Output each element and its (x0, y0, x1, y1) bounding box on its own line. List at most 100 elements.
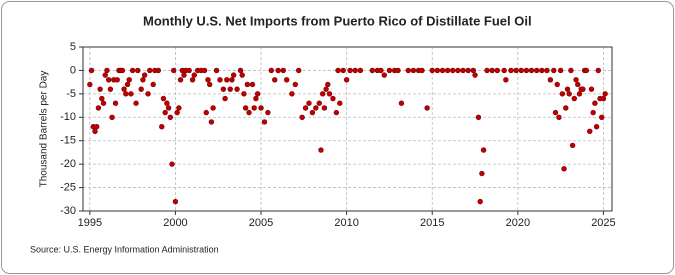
point (309, 109, 316, 116)
point (133, 100, 139, 106)
point (97, 86, 103, 92)
point (588, 86, 595, 92)
point (251, 105, 257, 111)
point (501, 67, 507, 74)
point (174, 109, 180, 116)
point (405, 67, 411, 74)
point (272, 77, 278, 83)
point (100, 100, 107, 106)
y-tick-label: -10 (60, 111, 76, 123)
point (205, 77, 211, 83)
point (559, 91, 566, 97)
point (533, 67, 540, 74)
point (145, 91, 151, 97)
point (171, 67, 177, 74)
y-tick-label: 0 (70, 64, 76, 76)
point (347, 67, 353, 74)
point (455, 67, 461, 74)
y-tick-label: -30 (60, 205, 76, 217)
point (340, 67, 346, 74)
point (203, 109, 209, 116)
y-tick-label: -20 (60, 158, 76, 170)
point (123, 91, 129, 97)
point (302, 105, 309, 111)
point (587, 128, 593, 135)
point (261, 119, 268, 125)
x-tick-label: 2005 (249, 217, 273, 229)
point (434, 67, 441, 74)
point (121, 86, 127, 92)
point (330, 95, 336, 102)
y-tick-label: -5 (66, 88, 76, 100)
y-tick-label: 5 (70, 41, 76, 53)
point (568, 67, 574, 74)
point (508, 67, 514, 74)
point (128, 91, 134, 97)
point (289, 91, 295, 97)
point (107, 86, 114, 92)
point (580, 86, 586, 92)
point (258, 105, 264, 111)
point (181, 72, 187, 78)
point (237, 67, 244, 74)
point (162, 109, 168, 116)
point (523, 67, 530, 74)
point (518, 67, 524, 74)
point (439, 67, 446, 74)
point (172, 198, 179, 205)
point (135, 67, 141, 74)
point (410, 67, 417, 74)
point (296, 67, 302, 74)
point (547, 77, 554, 83)
source: Source: U.S. Energy Information Administ… (30, 244, 219, 254)
point (169, 161, 175, 167)
x-tick-label: 2010 (334, 217, 358, 229)
point (244, 81, 251, 88)
point (239, 72, 245, 78)
point (242, 105, 249, 111)
point (539, 67, 545, 74)
point (419, 67, 425, 74)
point (484, 67, 490, 74)
point (186, 67, 192, 74)
point (112, 100, 119, 106)
point (254, 91, 261, 97)
point (489, 67, 495, 74)
point (503, 77, 509, 83)
point (592, 100, 598, 106)
point (104, 67, 110, 74)
point (109, 114, 115, 120)
point (424, 105, 430, 111)
point (105, 77, 112, 83)
y-tick-label: -25 (60, 181, 76, 193)
point (119, 67, 126, 74)
point (306, 100, 312, 106)
point (575, 81, 581, 88)
point (87, 81, 93, 88)
x-tick-label: 2000 (163, 217, 187, 229)
plot-border (82, 46, 613, 212)
point (249, 81, 256, 88)
point (378, 67, 384, 74)
point (583, 67, 590, 74)
point (160, 95, 167, 102)
point (126, 77, 132, 83)
point (92, 128, 98, 135)
point (313, 105, 319, 111)
point (222, 95, 228, 102)
point (557, 67, 564, 74)
point (563, 105, 569, 111)
point (88, 67, 95, 74)
x-tick-label: 2025 (591, 217, 615, 229)
point (155, 67, 162, 74)
point (398, 100, 405, 106)
point (201, 67, 208, 74)
point (460, 67, 466, 74)
point (494, 67, 500, 74)
point (318, 147, 324, 153)
point (253, 95, 259, 102)
point (165, 105, 172, 111)
point (369, 67, 376, 74)
point (191, 72, 197, 78)
